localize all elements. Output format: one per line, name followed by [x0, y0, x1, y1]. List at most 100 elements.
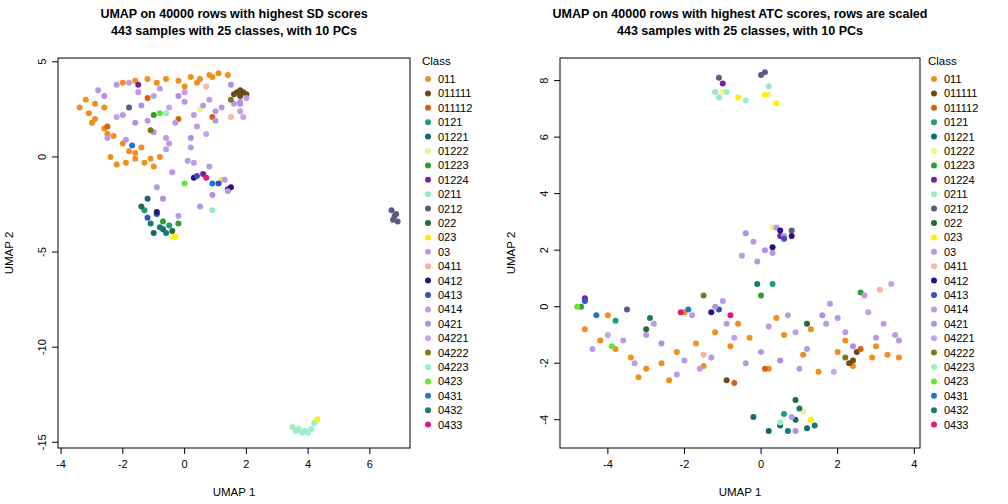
point — [219, 104, 225, 110]
point — [766, 428, 772, 434]
point — [203, 175, 209, 181]
y-tick-label: -10 — [36, 339, 48, 355]
legend-swatch — [425, 263, 431, 269]
point — [823, 321, 829, 327]
x-tick-label: 0 — [182, 458, 188, 470]
point — [770, 281, 776, 287]
x-tick-label: 6 — [367, 458, 373, 470]
point — [169, 169, 175, 175]
legend-swatch — [931, 407, 937, 413]
legend-swatch — [931, 148, 937, 154]
point — [624, 307, 630, 313]
point — [101, 93, 107, 99]
legend-label: 0431 — [944, 390, 968, 402]
legend-label: 011 — [944, 73, 962, 85]
legend-label: 023 — [438, 231, 456, 243]
point — [151, 112, 157, 118]
legend-title: Class — [422, 55, 451, 67]
point — [754, 281, 760, 287]
point — [138, 144, 144, 150]
legend-label: 0432 — [944, 404, 968, 416]
point — [678, 309, 684, 315]
legend-label: 0211 — [438, 188, 462, 200]
plot-frame — [58, 58, 410, 448]
point — [762, 247, 768, 253]
point — [212, 118, 218, 124]
legend-swatch — [931, 249, 937, 255]
legend-label: 0121 — [438, 116, 462, 128]
point — [754, 258, 760, 264]
subtitle: 443 samples with 25 classes, with 10 PCs — [111, 24, 357, 38]
point — [92, 101, 98, 107]
point — [777, 357, 783, 363]
point — [777, 227, 783, 233]
point — [390, 217, 396, 223]
point — [182, 89, 188, 95]
point — [231, 91, 237, 97]
point — [881, 321, 887, 327]
legend-label: 0212 — [438, 203, 462, 215]
legend-swatch — [931, 278, 937, 284]
point — [114, 82, 120, 88]
point — [388, 207, 394, 213]
legend-label: 04222 — [438, 347, 469, 359]
point — [835, 349, 841, 355]
point — [95, 87, 101, 93]
point — [609, 343, 615, 349]
x-tick — [607, 448, 608, 454]
point — [393, 211, 399, 217]
legend-label: 0433 — [438, 419, 462, 431]
legend-swatch — [931, 177, 937, 183]
point — [643, 366, 649, 372]
point — [743, 230, 749, 236]
point — [175, 213, 181, 219]
plot-frame — [560, 58, 920, 448]
legend-swatch — [425, 162, 431, 168]
y-tick — [52, 252, 58, 253]
point — [827, 301, 833, 307]
x-tick — [761, 448, 762, 454]
point — [114, 114, 120, 120]
point — [188, 74, 194, 80]
point — [114, 162, 120, 168]
x-tick-label: -4 — [603, 458, 613, 470]
x-axis-label: UMAP 1 — [213, 486, 256, 498]
point — [154, 209, 160, 215]
legend-swatch — [425, 90, 431, 96]
point — [865, 309, 871, 315]
point — [197, 203, 203, 209]
point — [731, 380, 737, 386]
legend-swatch — [931, 393, 937, 399]
legend-label: 0431 — [438, 390, 462, 402]
chart: UMAP on 40000 rows with highest ATC scor… — [505, 7, 978, 498]
point — [804, 321, 810, 327]
point — [789, 414, 795, 420]
point — [209, 181, 215, 187]
point — [720, 298, 726, 304]
x-tick-label: 2 — [835, 458, 841, 470]
legend-label: 04221 — [944, 332, 975, 344]
point — [724, 377, 730, 383]
point — [884, 352, 890, 358]
point — [770, 250, 776, 256]
point — [582, 298, 588, 304]
point — [701, 292, 707, 298]
point — [708, 309, 714, 315]
point — [877, 287, 883, 293]
point — [842, 355, 848, 361]
point — [850, 343, 856, 349]
point — [693, 340, 699, 346]
point — [216, 70, 222, 76]
point — [154, 184, 160, 190]
point — [793, 397, 799, 403]
point — [888, 281, 894, 287]
legend-swatch — [425, 278, 431, 284]
point — [194, 80, 200, 86]
point — [138, 103, 144, 109]
legend-label: 023 — [944, 231, 962, 243]
legend-label: 011111 — [438, 87, 471, 99]
legend-swatch — [931, 162, 937, 168]
point — [188, 135, 194, 141]
y-tick — [554, 137, 560, 138]
point — [892, 332, 898, 338]
